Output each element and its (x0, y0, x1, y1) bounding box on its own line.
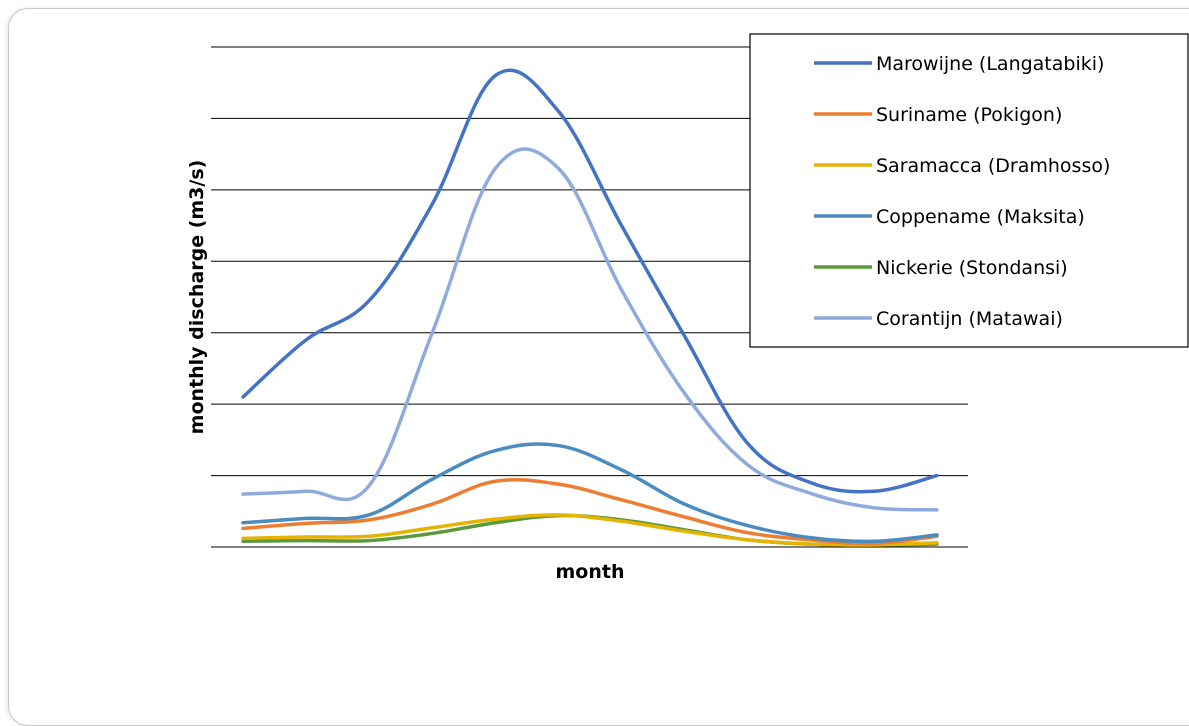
series-line-saramacca (241, 513, 939, 547)
legend-label: Coppename (Maksita) (876, 206, 1085, 228)
series-line-corantijn (241, 147, 939, 512)
series-line-marowijne (241, 68, 939, 494)
legend-label: Corantijn (Matawai) (876, 308, 1063, 330)
y-axis-title: monthly discharge (m3/s) (186, 160, 208, 435)
legend-label: Suriname (Pokigon) (876, 104, 1062, 126)
x-axis-title: month (556, 561, 625, 583)
legend-label: Saramacca (Dramhosso) (876, 155, 1110, 177)
legend-label: Marowijne (Langatabiki) (876, 53, 1104, 75)
legend-label: Nickerie (Stondansi) (876, 257, 1068, 279)
legend: Marowijne (Langatabiki) Suriname (Pokigon… (749, 33, 1189, 348)
series-line-suriname (241, 477, 939, 546)
series-lines (241, 68, 939, 547)
series-line-coppename (241, 442, 939, 544)
legend-box (749, 33, 1189, 348)
